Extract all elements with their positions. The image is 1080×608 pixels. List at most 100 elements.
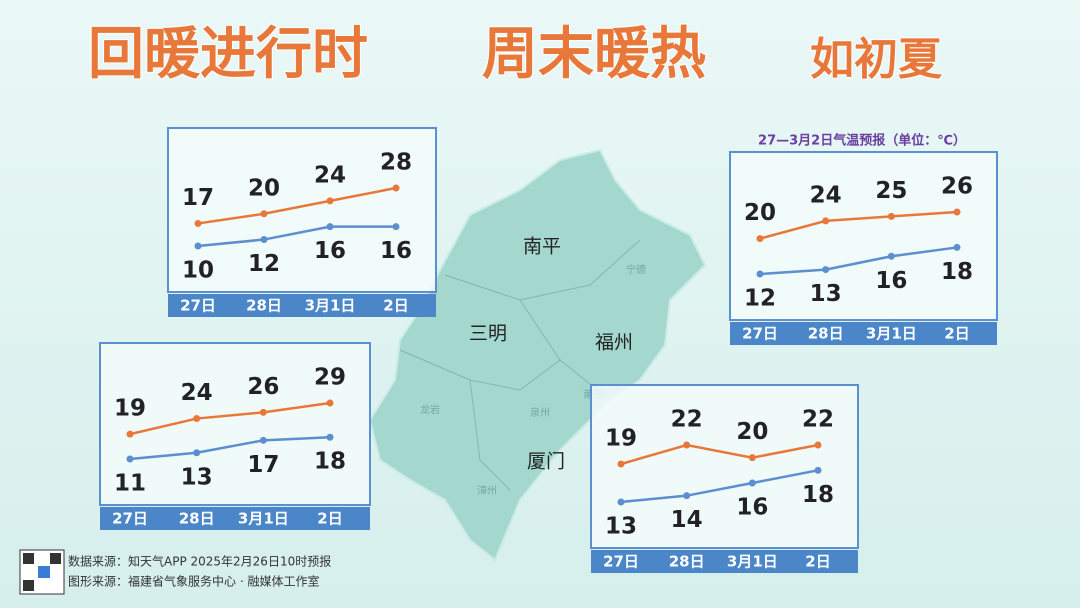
temperature-point [392, 223, 400, 231]
fujian-map [368, 148, 707, 562]
temperature-point [887, 212, 895, 220]
temperature-line [129, 401, 331, 436]
temperature-point [814, 466, 822, 474]
temperature-point [260, 210, 268, 218]
temperature-point [326, 197, 334, 205]
data-label: 16 [380, 238, 412, 264]
map-label: 南平 [523, 236, 561, 258]
data-label: 16 [314, 238, 346, 264]
chart-panel [99, 342, 371, 506]
temperature-line [129, 435, 331, 461]
temperature-line [759, 210, 958, 240]
data-label: 24 [314, 162, 346, 188]
x-tick-label: 3月1日 [866, 325, 917, 343]
map-label: 泉州 [530, 406, 550, 419]
temperature-point [756, 270, 764, 278]
x-tick-label: 28日 [179, 510, 215, 528]
data-label: 12 [744, 286, 776, 312]
title-part: 回暖进行时 [88, 22, 368, 87]
temperature-point [756, 235, 764, 243]
x-tick-label: 28日 [808, 325, 844, 343]
data-label: 13 [181, 464, 213, 490]
x-tick-label: 2日 [805, 553, 830, 571]
temperature-point [326, 223, 334, 231]
temperature-point [326, 399, 334, 407]
source-line: 数据来源：知天气APP 2025年2月26日10时预报 [68, 554, 331, 569]
category-bar [591, 550, 858, 573]
chart-panel [590, 384, 859, 549]
x-tick-label: 2日 [944, 325, 969, 343]
data-label: 28 [380, 150, 412, 176]
temperature-point [326, 433, 334, 441]
temperature-point [748, 454, 756, 462]
temperature-point [260, 236, 268, 244]
x-tick-label: 27日 [180, 297, 216, 315]
temperature-point [194, 242, 202, 250]
data-label: 24 [181, 380, 213, 406]
data-label: 26 [941, 174, 973, 200]
data-label: 10 [182, 258, 214, 284]
data-label: 22 [671, 407, 703, 433]
temperature-point [259, 436, 267, 444]
x-tick-label: 3月1日 [727, 553, 778, 571]
subtitle: 27—3月2日气温预报（单位：℃） [758, 133, 966, 149]
data-label: 29 [314, 365, 346, 391]
data-label: 18 [314, 449, 346, 475]
map-label: 宁德 [626, 263, 646, 276]
temperature-point [617, 498, 625, 506]
temperature-point [822, 266, 830, 274]
data-label: 19 [114, 396, 146, 422]
data-label: 18 [802, 482, 834, 508]
data-label: 20 [248, 175, 280, 201]
x-tick-label: 27日 [112, 510, 148, 528]
temperature-point [126, 430, 134, 438]
x-tick-label: 27日 [603, 553, 639, 571]
temperature-point [617, 460, 625, 468]
temperature-point [683, 492, 691, 500]
temperature-point [748, 479, 756, 487]
temperature-point [126, 455, 134, 463]
category-bar [100, 507, 370, 530]
temperature-line [197, 225, 396, 248]
x-tick-label: 28日 [246, 297, 282, 315]
map-label: 三明 [469, 323, 507, 345]
x-tick-label: 2日 [317, 510, 342, 528]
data-label: 25 [875, 178, 907, 204]
data-label: 19 [605, 426, 637, 452]
temperature-point [814, 441, 822, 449]
data-label: 22 [802, 407, 834, 433]
map-label: 龙岩 [420, 403, 440, 416]
map-label: 厦门 [527, 451, 565, 473]
data-label: 20 [736, 419, 768, 445]
data-label: 24 [810, 182, 842, 208]
data-label: 20 [744, 200, 776, 226]
data-label: 18 [941, 259, 973, 285]
temperature-line [620, 469, 819, 504]
source-line: 图形来源：福建省气象服务中心 · 融媒体工作室 [68, 574, 319, 589]
x-tick-label: 3月1日 [305, 297, 356, 315]
data-label: 11 [114, 471, 146, 497]
temperature-line [620, 443, 819, 466]
data-label: 12 [248, 251, 280, 277]
temperature-point [194, 219, 202, 227]
temperature-point [822, 217, 830, 225]
data-label: 13 [810, 281, 842, 307]
title-part: 周末暖热 [482, 22, 706, 87]
data-label: 16 [875, 268, 907, 294]
data-label: 17 [182, 185, 214, 211]
x-tick-label: 27日 [742, 325, 778, 343]
temperature-point [193, 415, 201, 423]
x-tick-label: 28日 [669, 553, 705, 571]
chart-panel [167, 127, 437, 293]
chart-panel [729, 151, 998, 321]
map-borders [399, 239, 641, 491]
x-tick-label: 3月1日 [238, 510, 289, 528]
data-label: 16 [736, 495, 768, 521]
title-part: 如初夏 [810, 34, 943, 85]
temperature-point [683, 441, 691, 449]
temperature-point [193, 449, 201, 457]
data-label: 26 [247, 374, 279, 400]
temperature-point [259, 408, 267, 416]
